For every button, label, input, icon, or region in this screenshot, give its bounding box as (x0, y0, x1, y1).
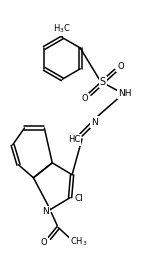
Text: CH$_3$: CH$_3$ (70, 235, 88, 248)
Text: Cl: Cl (75, 194, 83, 203)
Text: HC: HC (68, 135, 80, 144)
Text: NH: NH (118, 89, 131, 98)
Text: N: N (91, 117, 98, 127)
Text: O: O (40, 238, 47, 247)
Text: H$_3$C: H$_3$C (53, 22, 71, 35)
Text: O: O (117, 62, 124, 71)
Text: S: S (100, 77, 106, 87)
Text: O: O (82, 94, 88, 103)
Text: N: N (42, 207, 49, 216)
